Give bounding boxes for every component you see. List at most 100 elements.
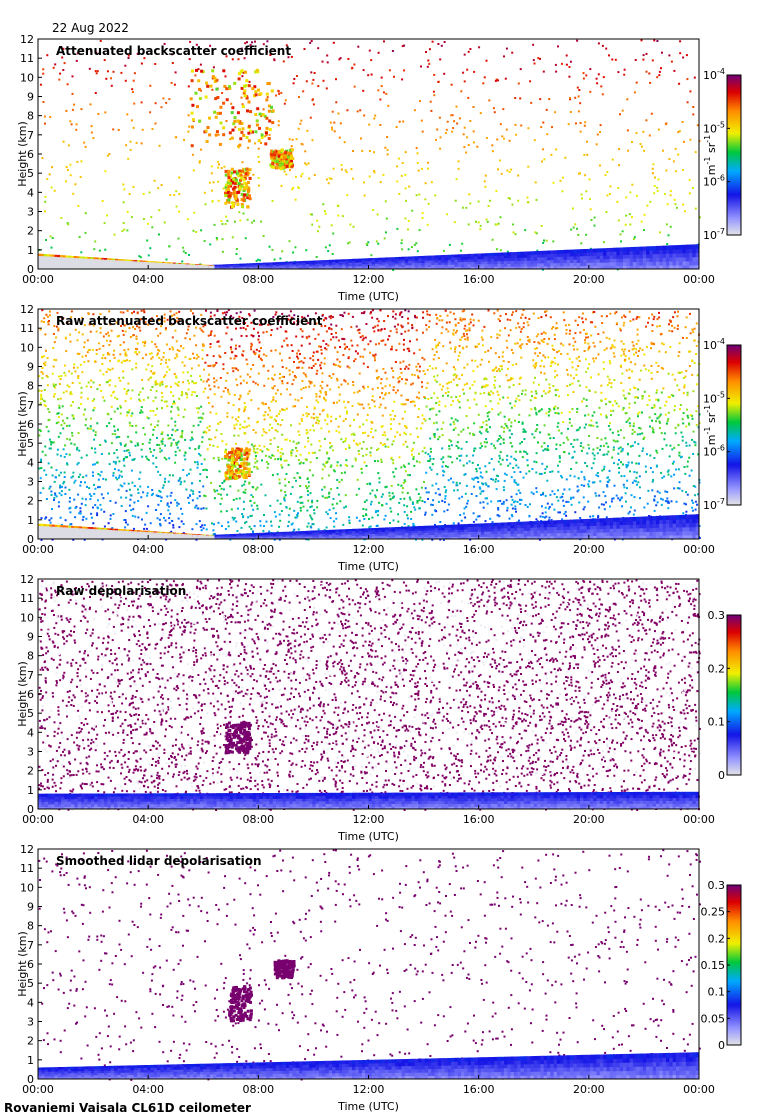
field-pixel: [216, 445, 219, 448]
field-pixel: [88, 487, 91, 490]
boundary-layer-cell: [414, 266, 419, 270]
field-pixel: [336, 358, 339, 361]
field-pixel: [75, 505, 78, 508]
field-pixel: [693, 76, 696, 79]
cloud-pixel: [222, 101, 226, 105]
field-pixel: [256, 486, 259, 489]
field-pixel: [288, 314, 291, 317]
cloud-pixel: [254, 70, 258, 74]
field-pixel: [582, 72, 585, 75]
cloud-pixel: [290, 148, 294, 152]
cloud-pixel: [214, 97, 218, 101]
field-pixel: [176, 317, 179, 319]
boundary-layer-cell: [520, 251, 525, 256]
field-pixel: [420, 65, 422, 68]
field-pixel: [446, 120, 449, 123]
colorbar-segment: [727, 155, 741, 158]
field-pixel: [562, 311, 565, 314]
field-pixel: [76, 352, 79, 355]
boundary-layer-cell: [345, 265, 350, 268]
colorbar-segment: [727, 89, 741, 92]
boundary-layer-cell: [444, 262, 449, 265]
field-pixel: [328, 492, 331, 495]
boundary-layer-cell: [666, 257, 670, 262]
field-pixel: [122, 201, 125, 204]
field-pixel: [200, 229, 203, 232]
field-pixel: [583, 350, 586, 352]
boundary-layer-cell: [513, 260, 518, 264]
field-pixel: [341, 215, 344, 218]
field-pixel: [444, 392, 447, 395]
field-pixel: [96, 422, 99, 425]
field-pixel: [697, 493, 700, 496]
field-pixel: [75, 59, 78, 62]
field-pixel: [291, 383, 294, 386]
field-pixel: [381, 493, 384, 496]
boundary-layer-cell: [487, 253, 492, 257]
field-pixel: [560, 411, 563, 414]
boundary-layer-cell: [500, 255, 505, 259]
field-pixel: [239, 311, 242, 314]
boundary-layer-cell: [408, 260, 412, 264]
field-pixel: [433, 392, 436, 395]
boundary-layer-cell: [642, 261, 647, 266]
boundary-layer-cell: [527, 257, 531, 261]
field-pixel: [499, 329, 502, 332]
field-pixel: [694, 485, 697, 488]
field-pixel: [52, 66, 55, 69]
field-pixel: [442, 385, 445, 388]
boundary-layer-cell: [375, 265, 379, 268]
field-pixel: [202, 507, 205, 510]
field-pixel: [137, 321, 140, 324]
field-pixel: [138, 351, 141, 354]
colorbar-segment: [727, 197, 741, 200]
field-pixel: [57, 501, 60, 504]
field-pixel: [426, 382, 429, 385]
field-pixel: [80, 386, 83, 389]
field-pixel: [472, 141, 475, 144]
cloud-pixel: [267, 104, 271, 108]
field-pixel: [246, 218, 249, 221]
boundary-layer-cell: [556, 250, 561, 254]
field-pixel: [356, 391, 359, 394]
field-pixel: [221, 223, 224, 225]
field-pixel: [576, 438, 579, 441]
cloud-pixel: [211, 69, 215, 73]
field-pixel: [310, 381, 313, 384]
field-pixel: [176, 501, 179, 504]
field-pixel: [44, 195, 47, 198]
field-pixel: [464, 324, 467, 327]
field-pixel: [475, 403, 478, 406]
y-tick-label: 9: [27, 91, 34, 104]
field-pixel: [526, 336, 529, 338]
field-pixel: [439, 383, 442, 386]
field-pixel: [421, 538, 424, 541]
field-pixel: [184, 337, 187, 340]
field-pixel: [302, 90, 305, 93]
boundary-layer-cell: [292, 263, 297, 266]
cloud-pixel: [290, 159, 293, 163]
field-pixel: [137, 500, 140, 502]
boundary-layer-cell: [533, 257, 538, 261]
field-pixel: [318, 225, 321, 228]
boundary-layer-cell: [576, 265, 581, 270]
field-pixel: [526, 201, 529, 204]
boundary-layer-cell: [428, 257, 432, 261]
cloud-pixel: [227, 179, 231, 183]
field-pixel: [57, 416, 60, 418]
field-pixel: [424, 182, 427, 185]
field-pixel: [590, 219, 593, 221]
field-pixel: [479, 426, 482, 429]
boundary-layer-cell: [484, 261, 488, 265]
field-pixel: [352, 177, 354, 180]
boundary-layer-cell: [533, 254, 538, 258]
field-pixel: [410, 449, 413, 452]
field-pixel: [365, 242, 368, 245]
field-pixel: [43, 355, 46, 358]
field-pixel: [409, 498, 412, 501]
field-pixel: [56, 453, 59, 456]
boundary-layer-cell: [599, 251, 604, 256]
boundary-layer-cell: [636, 250, 640, 255]
boundary-layer-cell: [649, 253, 654, 259]
field-pixel: [254, 444, 257, 447]
